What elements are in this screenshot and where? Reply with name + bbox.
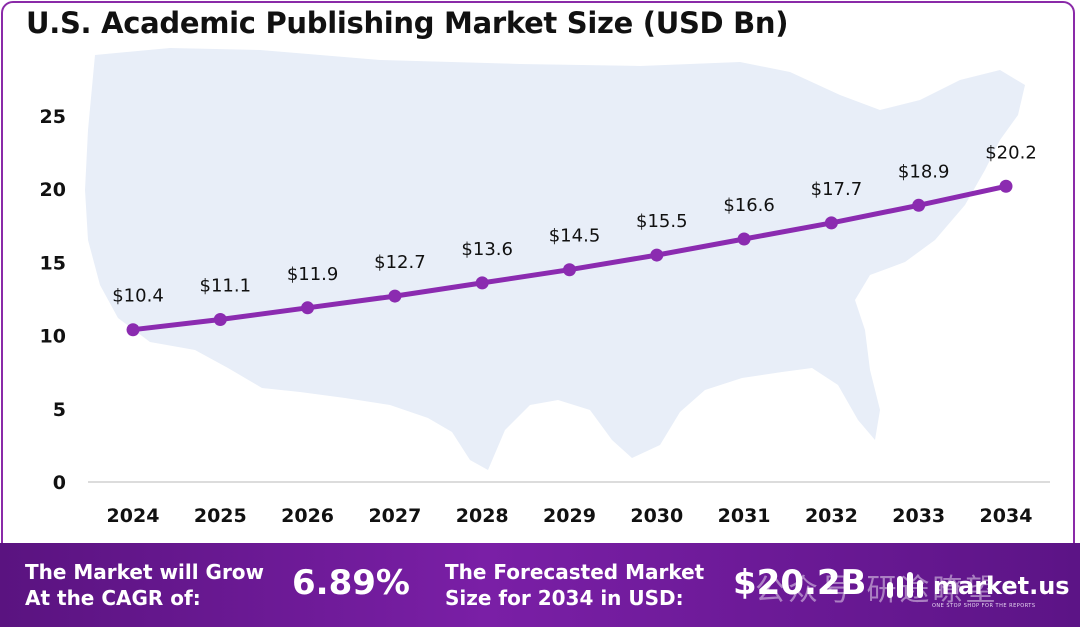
data-point (737, 232, 751, 246)
data-label: $17.7 (811, 179, 863, 200)
us-map-background (85, 48, 1025, 470)
data-points (126, 179, 1013, 337)
x-tick-label: 2033 (892, 505, 945, 527)
data-label: $12.7 (374, 252, 426, 273)
y-tick-label: 15 (40, 252, 66, 274)
y-tick-label: 5 (53, 399, 66, 421)
x-tick-label: 2027 (368, 505, 421, 527)
data-label: $16.6 (723, 195, 775, 216)
market-us-logo-icon (887, 572, 923, 598)
data-point (126, 323, 140, 337)
x-tick-label: 2031 (718, 505, 771, 527)
data-point (824, 216, 838, 230)
y-tick-label: 20 (40, 179, 66, 201)
data-point (475, 276, 489, 290)
y-tick-label: 0 (53, 472, 66, 494)
y-axis-ticks: 0 5 10 15 20 25 (40, 106, 66, 494)
x-tick-label: 2034 (980, 505, 1033, 527)
forecast-value: $20.2B (733, 563, 867, 603)
data-label: $11.1 (200, 275, 252, 296)
x-axis-ticks: 2024 2025 2026 2027 2028 2029 2030 2031 2032 2033… (107, 505, 1033, 527)
footer-banner: The Market will Grow At the CAGR of: 6.8… (0, 543, 1080, 627)
watermark-text: 公众号·研途瞭望 (755, 573, 999, 608)
forecast-label-line2: Size for 2034 in USD: (445, 586, 684, 610)
forecast-label: The Forecasted Market Size for 2034 in U… (445, 559, 704, 611)
data-label: $11.9 (287, 264, 339, 285)
data-point (388, 289, 402, 303)
forecast-label-line1: The Forecasted Market (445, 560, 705, 584)
data-label: $10.4 (112, 286, 164, 307)
brand-logo: market.us (885, 570, 1070, 602)
data-labels: $10.4 $11.1 $11.9 $12.7 $13.6 $14.5 $15.5 $16.6… (112, 142, 1037, 306)
data-point (301, 301, 315, 315)
brand-tagline: ONE STOP SHOP FOR THE REPORTS (932, 603, 1036, 609)
data-label: $18.9 (898, 161, 950, 182)
data-point (912, 198, 926, 212)
x-tick-label: 2024 (107, 505, 160, 527)
data-point (563, 263, 576, 277)
chart-title: U.S. Academic Publishing Market Size (US… (26, 6, 789, 40)
data-point (650, 248, 664, 262)
x-tick-label: 2029 (543, 505, 596, 527)
cagr-label: The Market will Grow At the CAGR of: (25, 559, 264, 611)
data-point (213, 312, 227, 326)
x-tick-label: 2032 (805, 505, 858, 527)
x-tick-label: 2028 (456, 505, 509, 527)
x-tick-label: 2025 (194, 505, 247, 527)
data-label: $15.5 (636, 211, 688, 232)
y-tick-label: 25 (40, 106, 66, 128)
data-point (999, 179, 1013, 193)
y-tick-label: 10 (40, 326, 66, 348)
data-label: $14.5 (549, 226, 601, 247)
cagr-value: 6.89% (292, 563, 410, 603)
cagr-label-line2: At the CAGR of: (25, 586, 201, 610)
x-tick-label: 2026 (281, 505, 334, 527)
x-tick-label: 2030 (630, 505, 683, 527)
cagr-label-line1: The Market will Grow (25, 560, 265, 584)
data-label: $13.6 (461, 239, 513, 260)
data-label: $20.2 (985, 142, 1037, 163)
brand-name: market.us (933, 572, 1070, 600)
